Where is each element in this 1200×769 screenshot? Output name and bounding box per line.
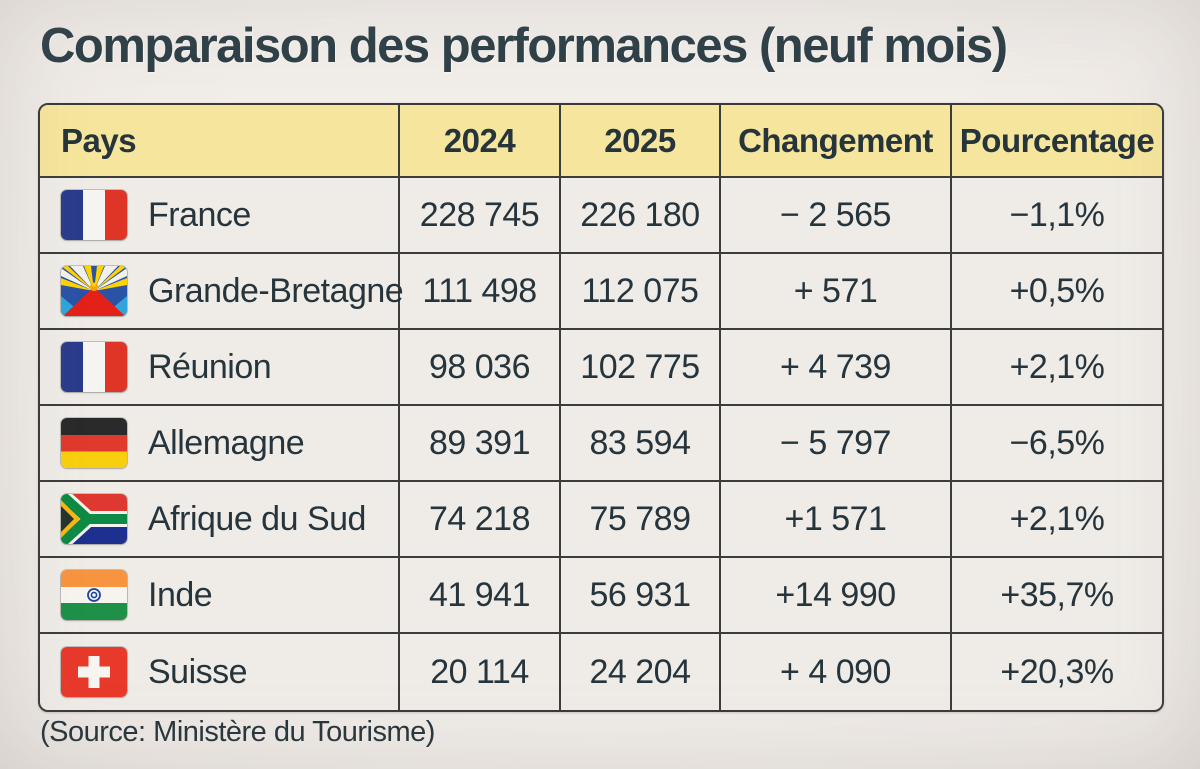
country-cell: Réunion: [40, 330, 400, 404]
source-caption: (Source: Ministère du Tourisme): [40, 716, 435, 748]
value-2025: 75 789: [561, 482, 721, 556]
value-pourcentage: −1,1%: [1009, 195, 1105, 234]
country-cell: Allemagne: [40, 406, 400, 480]
table-row-france: France 228 745 226 180 − 2 565 −1,1%: [40, 178, 1162, 254]
value-changement: +14 990: [721, 558, 952, 632]
value-pourcentage: +35,7%: [1000, 575, 1114, 614]
country-cell: France: [40, 178, 400, 252]
value-2025: 226 180: [561, 178, 721, 252]
table-header-row: Pays 2024 2025 Changement Pourcentage: [40, 105, 1162, 178]
value-2024: 20 114: [400, 634, 561, 710]
country-name: Suisse: [148, 652, 248, 691]
table-row-grande-bretagne: Grande-Bretagne 111 498 112 075 + 571 +0…: [40, 254, 1162, 330]
country-cell: Afrique du Sud: [40, 482, 400, 556]
country-name: Réunion: [148, 347, 272, 386]
table-row-allemagne: Allemagne 89 391 83 594 − 5 797 −6,5%: [40, 406, 1162, 482]
value-changement: + 571: [721, 254, 952, 328]
value-changement: − 5 797: [721, 406, 952, 480]
table-row-inde: Inde 41 941 56 931 +14 990 +35,7%: [40, 558, 1162, 634]
value-2025: 56 931: [561, 558, 721, 632]
country-name: France: [148, 195, 251, 234]
value-changement: − 2 565: [721, 178, 952, 252]
table-row-reunion: Réunion 98 036 102 775 + 4 739 +2,1%: [40, 330, 1162, 406]
value-pourcentage: −6,5%: [1009, 423, 1105, 462]
country-name: Inde: [148, 575, 213, 614]
page-title: Comparaison des performances (neuf mois): [40, 19, 1008, 73]
table-row-suisse: Suisse 20 114 24 204 + 4 090 +20,3%: [40, 634, 1162, 710]
header-pourcentage: Pourcentage: [959, 121, 1155, 159]
south-african-flag-icon: [61, 494, 127, 544]
value-2025: 83 594: [561, 406, 721, 480]
performance-table: Pays 2024 2025 Changement Pourcentage Fr…: [38, 103, 1164, 712]
country-name: Afrique du Sud: [148, 499, 366, 538]
reunion-flag-icon: [61, 266, 127, 316]
indian-flag-icon: [61, 570, 127, 620]
value-2024: 228 745: [400, 178, 561, 252]
header-pays: Pays: [40, 105, 400, 176]
table-row-afrique-du-sud: Afrique du Sud 74 218 75 789 +1 571 +2,1…: [40, 482, 1162, 558]
value-2025: 102 775: [561, 330, 721, 404]
country-cell: Grande-Bretagne: [40, 254, 404, 328]
value-pourcentage: +20,3%: [1000, 652, 1114, 691]
value-changement: +1 571: [721, 482, 952, 556]
header-changement: Changement: [721, 105, 952, 176]
value-pourcentage: +2,1%: [1009, 499, 1105, 538]
value-changement: + 4 739: [721, 330, 952, 404]
value-2024: 89 391: [400, 406, 561, 480]
country-cell: Suisse: [40, 634, 400, 710]
value-pourcentage: +0,5%: [1009, 271, 1105, 310]
value-2024: 41 941: [400, 558, 561, 632]
header-2024: 2024: [400, 105, 561, 176]
value-2024: 111 498: [400, 254, 561, 328]
french-flag-icon: [61, 342, 127, 392]
value-2025: 24 204: [561, 634, 721, 710]
country-name: Grande-Bretagne: [148, 271, 404, 310]
header-2025: 2025: [561, 105, 721, 176]
french-flag-icon: [61, 190, 127, 240]
value-2025: 112 075: [561, 254, 721, 328]
country-cell: Inde: [40, 558, 400, 632]
swiss-flag-icon: [61, 647, 127, 697]
value-pourcentage: +2,1%: [1009, 347, 1105, 386]
country-name: Allemagne: [148, 423, 305, 462]
value-2024: 98 036: [400, 330, 561, 404]
german-flag-icon: [61, 418, 127, 468]
value-changement: + 4 090: [721, 634, 952, 710]
value-2024: 74 218: [400, 482, 561, 556]
